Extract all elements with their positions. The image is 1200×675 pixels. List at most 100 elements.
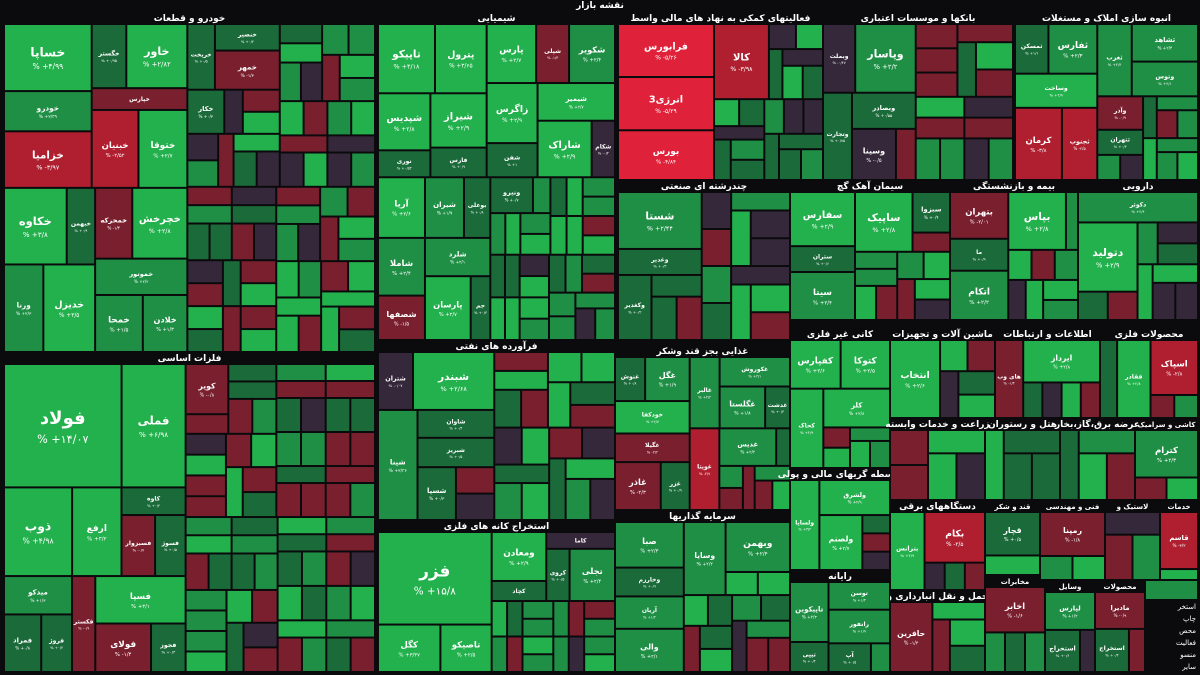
treemap-tile-minor[interactable] xyxy=(231,517,278,536)
treemap-tile[interactable]: ارفع % +۳/۲ xyxy=(72,487,122,577)
treemap-tile-minor[interactable] xyxy=(802,65,824,100)
treemap-tile-minor[interactable] xyxy=(915,138,941,180)
treemap-tile-minor[interactable] xyxy=(1042,382,1062,418)
treemap-tile-minor[interactable] xyxy=(553,601,569,637)
treemap-tile[interactable]: استخراج% +۰/۶ xyxy=(1045,629,1080,672)
treemap-tile[interactable]: غدیس % +۲/۲ xyxy=(719,428,777,466)
treemap-tile-minor[interactable] xyxy=(187,283,223,307)
treemap-tile[interactable]: ثتهران% +۰/۳ xyxy=(1097,129,1144,155)
treemap-tile[interactable]: غگیلا% -۲/۲ xyxy=(615,433,690,463)
treemap-tile-minor[interactable] xyxy=(651,296,677,340)
treemap-tile-minor[interactable] xyxy=(519,276,549,298)
treemap-tile-minor[interactable] xyxy=(975,42,1013,70)
treemap-tile-minor[interactable] xyxy=(185,517,232,536)
treemap-tile-minor[interactable] xyxy=(932,619,950,672)
treemap-tile-minor[interactable] xyxy=(339,77,375,102)
treemap-tile-minor[interactable] xyxy=(957,42,976,97)
treemap-tile-minor[interactable] xyxy=(491,636,508,672)
treemap-tile-minor[interactable] xyxy=(1152,282,1176,321)
treemap-tile-minor[interactable] xyxy=(276,398,302,433)
treemap-tile-minor[interactable] xyxy=(949,645,986,672)
treemap-tile[interactable]: ونیرو% +۰/۷ xyxy=(490,177,533,214)
treemap-tile-minor[interactable] xyxy=(928,453,957,501)
treemap-tile-minor[interactable] xyxy=(782,65,803,100)
treemap-tile-minor[interactable] xyxy=(1156,110,1178,139)
treemap-tile-minor[interactable] xyxy=(218,133,234,187)
treemap-tile-minor[interactable] xyxy=(301,551,327,586)
treemap-tile-minor[interactable] xyxy=(185,496,226,518)
treemap-tile-minor[interactable] xyxy=(701,192,732,229)
treemap-tile[interactable]: غالبر% +۲/۲ xyxy=(689,357,720,429)
treemap-tile-minor[interactable] xyxy=(301,483,326,518)
treemap-tile-minor[interactable] xyxy=(701,229,732,266)
treemap-tile-minor[interactable] xyxy=(1023,382,1043,418)
treemap-tile-minor[interactable] xyxy=(1107,291,1138,320)
treemap-tile[interactable]: شفن% +۱ xyxy=(486,143,538,178)
treemap-tile[interactable]: جم % +۰/۳ xyxy=(470,276,491,341)
treemap-tile-minor[interactable] xyxy=(350,637,376,672)
treemap-tile-minor[interactable] xyxy=(550,215,567,255)
treemap-tile-minor[interactable] xyxy=(565,254,582,293)
treemap-tile[interactable]: کفپارس % +۲/۶ xyxy=(790,340,841,389)
treemap-tile-minor[interactable] xyxy=(915,24,958,49)
treemap-tile-minor[interactable] xyxy=(231,205,277,224)
treemap-tile-minor[interactable] xyxy=(719,487,743,511)
treemap-tile-minor[interactable] xyxy=(964,562,986,591)
treemap-tile[interactable]: ثمسکن% +۱/۱ xyxy=(1015,24,1049,74)
treemap-tile-minor[interactable] xyxy=(325,432,351,467)
treemap-tile-minor[interactable] xyxy=(714,139,731,181)
treemap-tile-minor[interactable] xyxy=(566,177,583,216)
treemap-tile-minor[interactable] xyxy=(519,254,549,277)
treemap-tile-minor[interactable] xyxy=(940,340,968,372)
treemap-tile-minor[interactable] xyxy=(958,371,995,395)
treemap-tile-minor[interactable] xyxy=(912,232,951,252)
treemap-tile[interactable]: غگل % +۱/۹ xyxy=(645,357,690,402)
treemap-tile-minor[interactable] xyxy=(491,601,508,637)
treemap-tile[interactable]: وبملت% -۰/۴۷ xyxy=(823,24,856,93)
treemap-tile-minor[interactable] xyxy=(504,254,520,298)
treemap-tile-minor[interactable] xyxy=(897,279,915,320)
treemap-tile[interactable]: های وب % -۱/۴ xyxy=(995,340,1024,418)
treemap-tile-minor[interactable] xyxy=(823,427,850,448)
treemap-tile-minor[interactable] xyxy=(222,260,241,307)
treemap-tile-minor[interactable] xyxy=(988,138,1014,180)
treemap-tile-minor[interactable] xyxy=(327,152,352,187)
treemap-tile-minor[interactable] xyxy=(923,251,950,280)
treemap-tile[interactable]: فسپا % +۳/۱ xyxy=(95,576,186,624)
treemap-tile-minor[interactable] xyxy=(347,186,376,217)
treemap-tile[interactable]: لپارس% +۱/۲ xyxy=(1045,592,1095,630)
treemap-tile-minor[interactable] xyxy=(855,268,898,286)
treemap-tile-minor[interactable] xyxy=(1143,96,1157,139)
treemap-tile-minor[interactable] xyxy=(768,24,796,50)
treemap-tile[interactable]: ثغرب% +۲/۴ xyxy=(1097,24,1132,97)
treemap-tile-minor[interactable] xyxy=(301,432,326,467)
treemap-tile-minor[interactable] xyxy=(683,625,700,672)
treemap-tile-minor[interactable] xyxy=(1105,512,1160,535)
treemap-tile-minor[interactable] xyxy=(1135,477,1167,500)
treemap-tile-minor[interactable] xyxy=(547,352,582,383)
treemap-tile-minor[interactable] xyxy=(701,303,732,340)
treemap-tile-minor[interactable] xyxy=(208,553,232,590)
treemap-tile-minor[interactable] xyxy=(350,585,376,621)
treemap-tile-minor[interactable] xyxy=(185,553,209,590)
treemap-tile-minor[interactable] xyxy=(855,285,877,321)
treemap-tile-minor[interactable] xyxy=(725,571,758,596)
treemap-tile-minor[interactable] xyxy=(862,515,891,534)
treemap-tile-minor[interactable] xyxy=(584,654,615,673)
treemap-tile-minor[interactable] xyxy=(233,133,280,152)
treemap-tile[interactable]: خمهر % -۱/۳ xyxy=(214,50,280,90)
treemap-tile[interactable]: خنصیر% +۰/۴ xyxy=(214,24,280,51)
treemap-tile-minor[interactable] xyxy=(1145,580,1198,600)
treemap-tile[interactable]: فارس% +۰/۹ xyxy=(430,147,487,178)
treemap-tile-minor[interactable] xyxy=(494,370,548,390)
treemap-tile[interactable]: ثفارس % +۲/۳ xyxy=(1048,24,1098,74)
treemap-tile-minor[interactable] xyxy=(776,428,790,466)
treemap-tile-minor[interactable] xyxy=(504,297,520,340)
treemap-tile-minor[interactable] xyxy=(254,223,277,261)
treemap-tile-minor[interactable] xyxy=(757,571,791,596)
treemap-tile-minor[interactable] xyxy=(928,430,985,454)
treemap-tile-minor[interactable] xyxy=(187,160,219,187)
treemap-tile-minor[interactable] xyxy=(276,466,326,484)
treemap-tile[interactable]: خبنیان % -۲/۵۲ xyxy=(91,109,139,188)
treemap-tile-minor[interactable] xyxy=(505,213,521,255)
